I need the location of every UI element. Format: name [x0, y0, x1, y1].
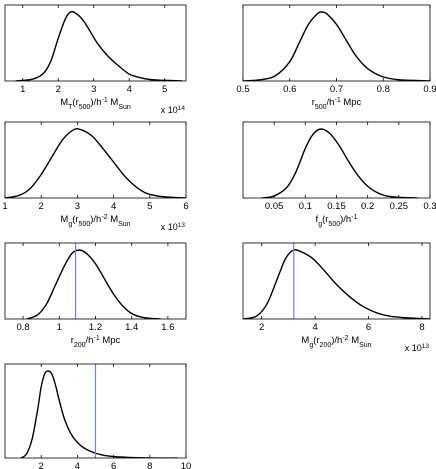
x-tick-label: 0.15	[327, 201, 346, 212]
chart-panel-1: 1 2 3 4 5 MT(r500)/h-1 MSun x 1014	[4, 4, 187, 116]
plot-frame	[242, 242, 431, 320]
density-curve	[15, 10, 183, 81]
x-axis-label: Mg(r200)/h-2 MSun	[301, 335, 371, 349]
x-tick-label: 1	[57, 322, 62, 333]
x-tick-label: 0.3	[423, 201, 436, 212]
x-tick-label: 0.5	[236, 84, 249, 95]
x-tick-label: 0.2	[361, 201, 374, 212]
x-tick-label: 2	[259, 322, 264, 333]
plot-frame	[4, 363, 187, 459]
x-tick-label: 0.8	[16, 322, 29, 333]
x-tick-label: 0.6	[283, 84, 296, 95]
x-tick-label: 0.9	[423, 84, 436, 95]
density-curve	[243, 11, 430, 81]
x-axis-multiplier: x 1014	[161, 105, 186, 116]
x-tick-label: 0.8	[377, 84, 390, 95]
x-tick-label: 0.25	[390, 201, 409, 212]
x-tick-label: 6	[183, 201, 188, 212]
x-tick-label: 1.4	[125, 322, 138, 333]
density-curve	[5, 128, 186, 198]
x-tick-label: 4	[111, 201, 116, 212]
chart-panel-3: 1 2 3 4 5 6 Mg(r500)/h-2 MSun x 1013	[2, 121, 189, 233]
x-tick-label: 0.7	[330, 84, 343, 95]
x-tick-label: 4	[127, 84, 132, 95]
chart-panel-4: 0.05 0.1 0.15 0.2 0.25 0.3 fg(r500)/h-1	[242, 121, 436, 228]
x-axis-label: r200/h-1 Mpc	[71, 335, 121, 349]
chart-panel-7: 246810T/keV	[4, 363, 192, 469]
x-tick-label: 3	[91, 84, 96, 95]
x-tick-label: 5	[147, 201, 152, 212]
x-tick-label: 4	[75, 461, 80, 469]
x-tick-label: 6	[366, 322, 371, 333]
x-tick-label: 1	[2, 201, 7, 212]
density-curve	[243, 248, 430, 319]
plot-frame	[4, 242, 187, 320]
chart-panel-2: 0.5 0.6 0.7 0.8 0.9 r500/h-1 Mpc	[236, 4, 436, 111]
density-curve	[20, 370, 177, 458]
chart-panel-5: 0.8 1 1.2 1.4 1.6 r200/h-1 Mpc	[4, 242, 187, 349]
x-tick-label: 3	[75, 201, 80, 212]
plot-frame	[242, 121, 431, 199]
x-tick-label: 0.1	[299, 201, 312, 212]
density-curve	[26, 249, 161, 319]
x-tick-label: 8	[419, 322, 424, 333]
x-tick-label: 2	[39, 461, 44, 469]
x-tick-label: 1	[20, 84, 25, 95]
plot-frame	[4, 121, 187, 199]
x-axis-multiplier: x 1013	[405, 343, 430, 354]
plot-frame	[242, 4, 431, 82]
x-tick-label: 5	[162, 84, 167, 95]
x-axis-label: fg(r500)/h-1	[316, 214, 358, 228]
x-tick-label: 8	[147, 461, 152, 469]
x-tick-label: 1.2	[89, 322, 102, 333]
x-tick-label: 2	[56, 84, 61, 95]
x-tick-label: 10	[181, 461, 192, 469]
x-axis-label: Mg(r500)/h-2 MSun	[60, 214, 130, 228]
chart-panel-6: 2 4 6 8 Mg(r200)/h-2 MSun x 1013	[242, 242, 431, 354]
x-tick-label: 2	[39, 201, 44, 212]
density-curve	[261, 128, 418, 198]
x-axis-label: r500/h-1 Mpc	[312, 97, 362, 111]
x-tick-label: 4	[312, 322, 317, 333]
x-tick-label: 6	[111, 461, 116, 469]
x-axis-multiplier: x 1013	[161, 222, 186, 233]
plot-frame	[4, 4, 187, 82]
x-tick-label: 0.05	[265, 201, 284, 212]
x-tick-label: 1.6	[161, 322, 174, 333]
x-axis-label: MT(r500)/h-1 MSun	[60, 97, 131, 111]
